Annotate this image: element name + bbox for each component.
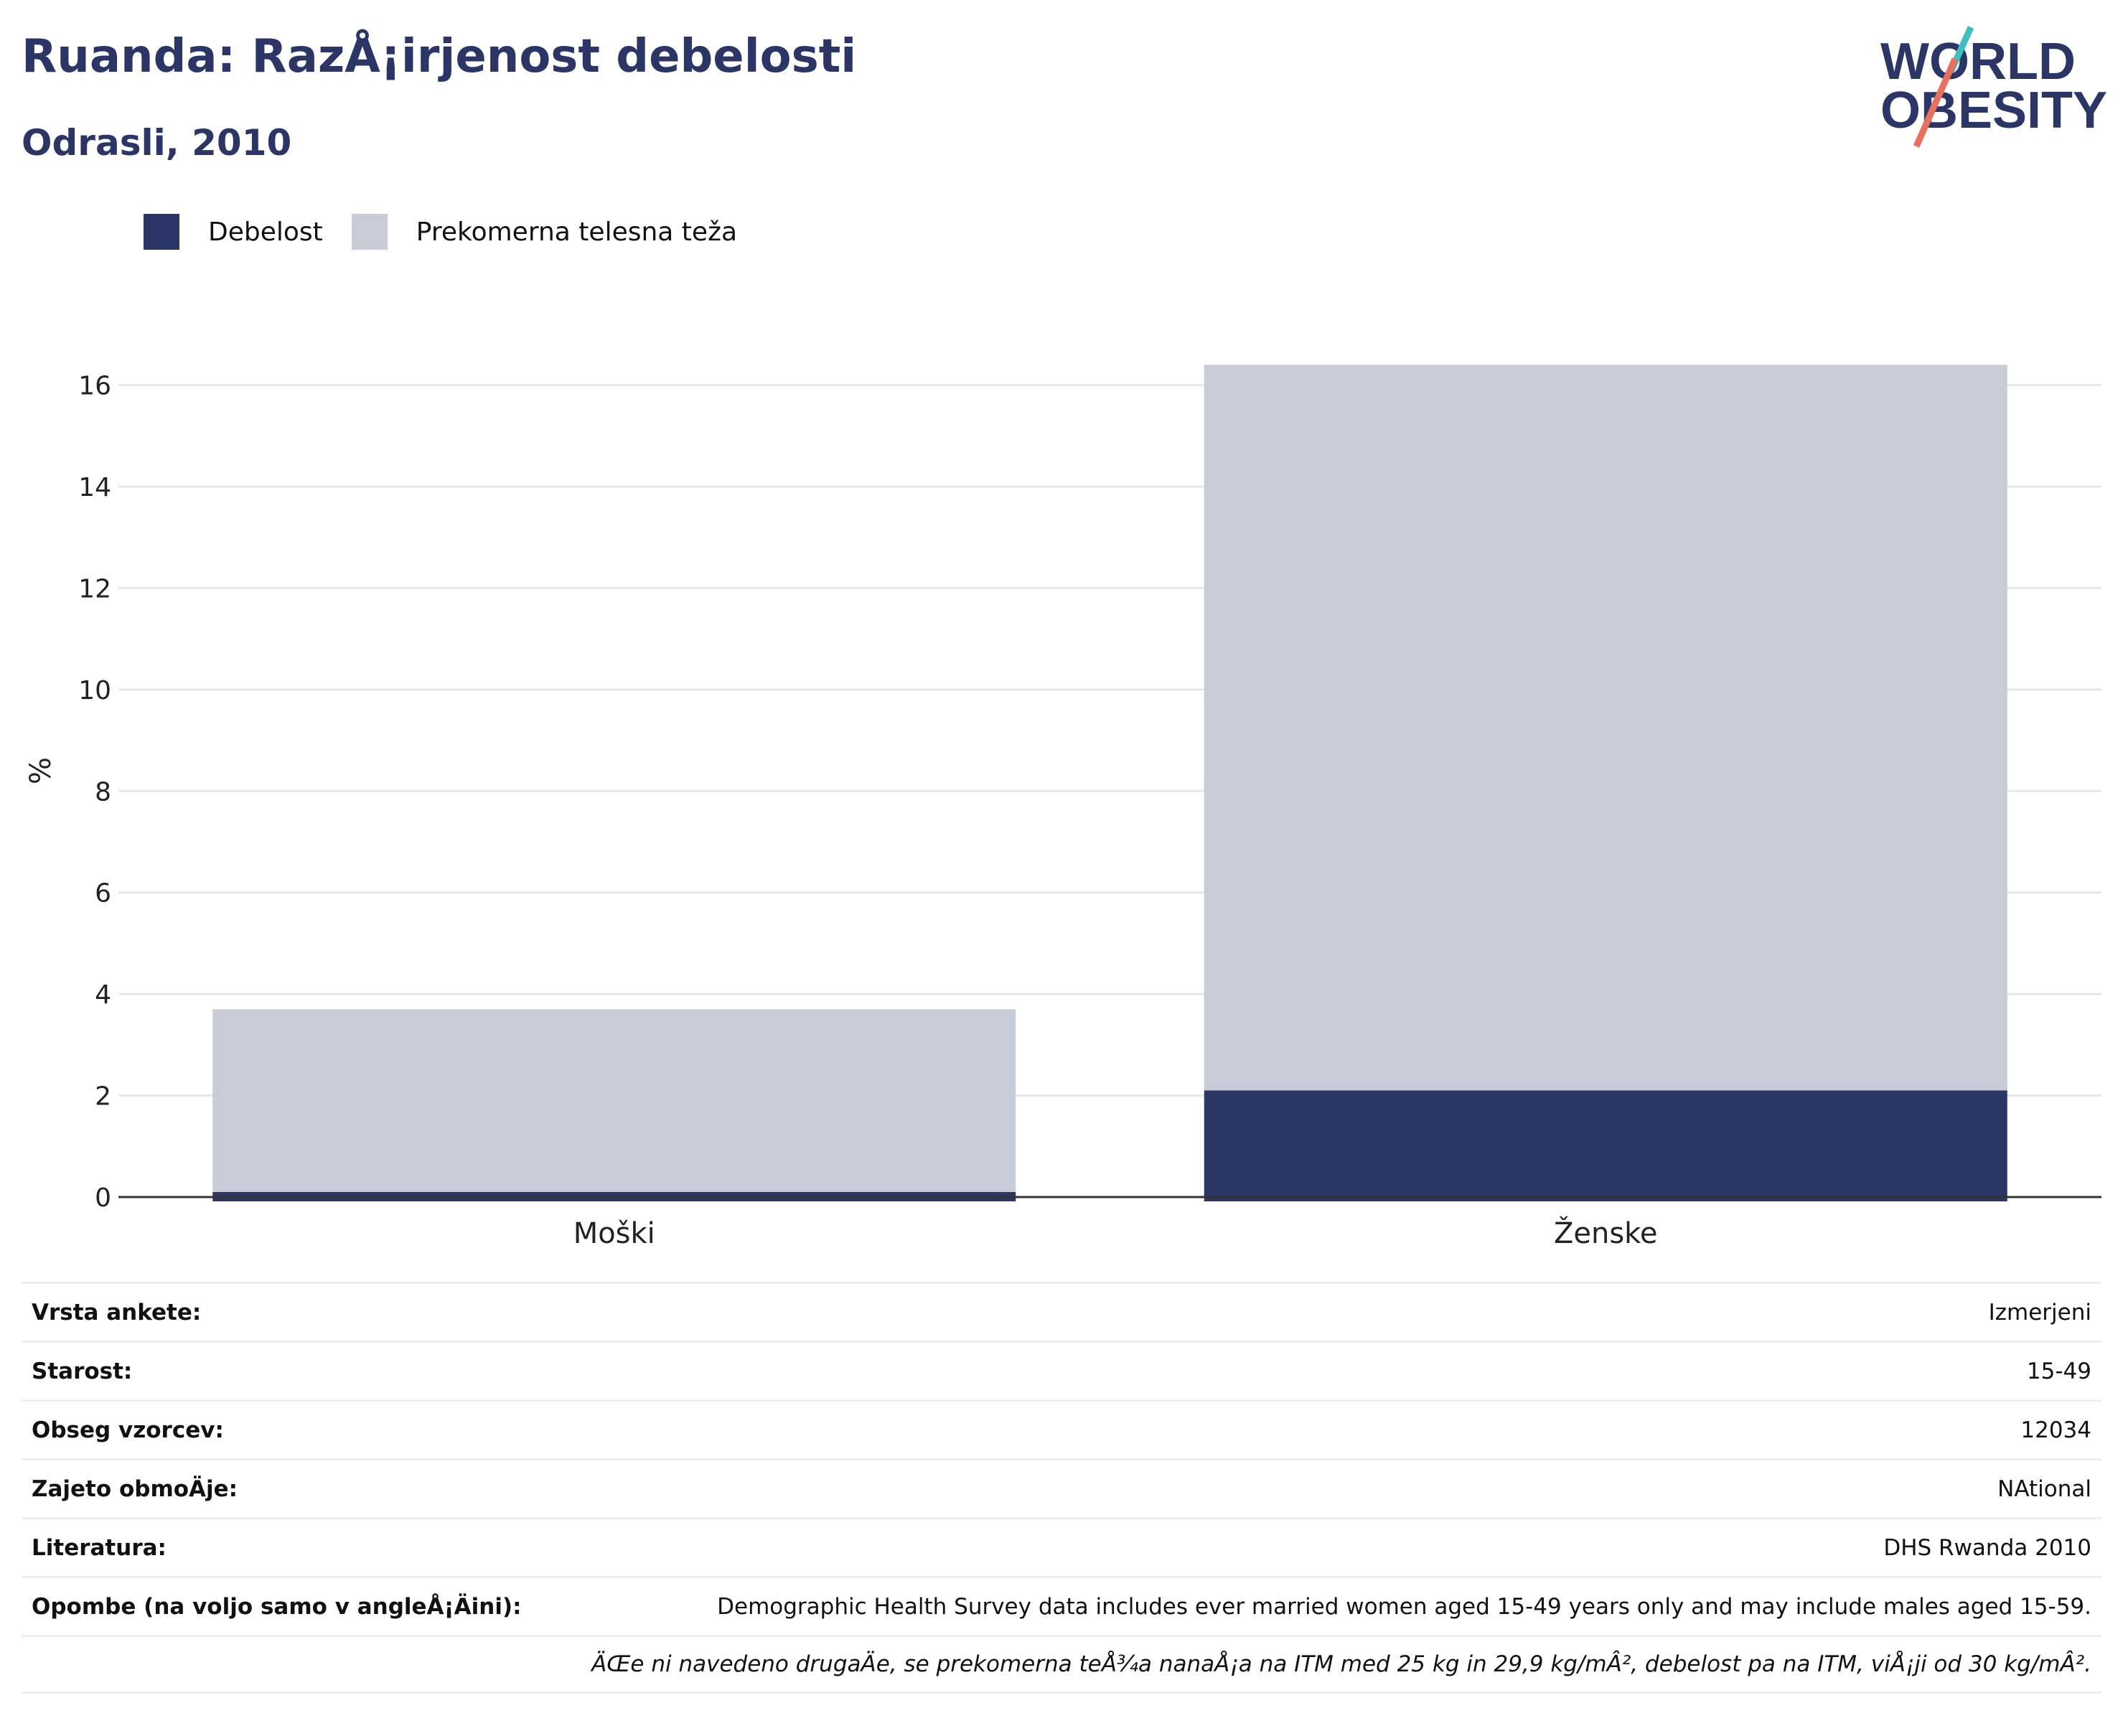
info-row-sample-size: Obseg vzorcev: 12034 (22, 1399, 2101, 1458)
info-label: Obseg vzorcev: (32, 1417, 224, 1443)
y-tick-label: 4 (95, 980, 111, 1010)
info-value: NAtional (1997, 1475, 2091, 1502)
stacked-bar-chart: 0 2 4 6 8 10 12 14 16% Moški Ženske (24, 365, 2101, 1249)
info-row-age: Starost: 15-49 (22, 1341, 2101, 1399)
page-subtitle: Odrasli, 2010 (22, 122, 292, 164)
y-axis-title: % (24, 757, 57, 784)
legend-label-overweight: Prekomerna telesna teža (416, 217, 738, 247)
bar-segment-overweight (1204, 365, 2007, 1091)
y-tick-label: 8 (95, 777, 111, 807)
info-row-definition-note: ÄŒe ni navedeno drugaÄe, se prekomerna t… (22, 1635, 2101, 1694)
info-value: ÄŒe ni navedeno drugaÄe, se prekomerna t… (591, 1651, 2091, 1677)
info-row-survey-type: Vrsta ankete: Izmerjeni (22, 1282, 2101, 1341)
legend-item-obesity[interactable]: Debelost (144, 214, 323, 250)
y-tick-label: 16 (78, 372, 111, 401)
info-value: 12034 (2020, 1417, 2091, 1443)
bar-segment-obesity (1204, 1090, 2007, 1201)
info-value: Demographic Health Survey data includes … (717, 1593, 2091, 1620)
info-value: DHS Rwanda 2010 (1883, 1534, 2091, 1561)
y-tick-label: 12 (78, 574, 111, 604)
info-label: Zajeto obmoÄje: (32, 1475, 238, 1502)
legend-swatch-overweight (351, 214, 388, 250)
info-row-reference: Literatura: DHS Rwanda 2010 (22, 1517, 2101, 1576)
logo-slash-coral (1913, 57, 1959, 148)
info-row-area-covered: Zajeto obmoÄje: NAtional (22, 1458, 2101, 1517)
page-title: Ruanda: RazÅ¡irjenost debelosti (22, 30, 857, 83)
y-tick-label: 2 (95, 1082, 111, 1112)
chart-legend: Debelost Prekomerna telesna teža (144, 214, 766, 250)
info-label: Starost: (32, 1358, 133, 1384)
info-label: Vrsta ankete: (32, 1299, 202, 1326)
info-value: Izmerjeni (1988, 1299, 2091, 1326)
legend-swatch-obesity (144, 214, 179, 250)
bar-segment-overweight (212, 1009, 1016, 1192)
info-label: Literatura: (32, 1534, 167, 1561)
y-tick-label: 6 (95, 879, 111, 909)
info-label: Opombe (na voljo samo v angleÅ¡Äini): (32, 1593, 522, 1620)
logo-text-line2: OBESITY (1880, 82, 2107, 139)
world-obesity-logo: WORLD OBESITY (1880, 26, 2107, 148)
y-tick-label: 10 (78, 676, 111, 705)
legend-item-overweight[interactable]: Prekomerna telesna teža (351, 214, 738, 250)
info-row-notes: Opombe (na voljo samo v angleÅ¡Äini): De… (22, 1576, 2101, 1635)
y-tick-label: 14 (78, 473, 111, 502)
survey-info-table: Vrsta ankete: Izmerjeni Starost: 15-49 O… (22, 1282, 2101, 1694)
logo-text-line1: WORLD (1880, 33, 2076, 90)
info-value: 15-49 (2026, 1358, 2091, 1384)
legend-label-obesity: Debelost (208, 217, 323, 247)
x-tick-label: Ženske (1554, 1216, 1658, 1249)
y-tick-label: 0 (95, 1183, 111, 1213)
x-tick-label: Moški (573, 1217, 655, 1249)
